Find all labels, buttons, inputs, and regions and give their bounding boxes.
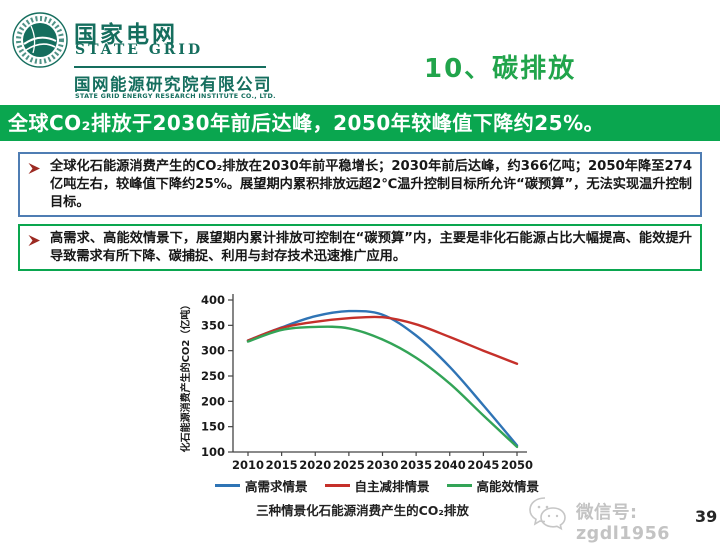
legend-line-swatch: [446, 484, 472, 487]
brand-name-cn: 国家电网: [74, 22, 178, 48]
institute-name-cn: 国网能源研究院有限公司: [74, 75, 272, 94]
svg-text:100: 100: [201, 445, 225, 459]
chart-legend: 高需求情景 自主减排情景 高能效情景: [215, 476, 539, 495]
chart-caption: 三种情景化石能源消费产生的CO₂排放: [256, 503, 469, 518]
legend-line-swatch: [215, 484, 240, 487]
wechat-id-label: 微信号: zgdl1956: [576, 503, 670, 544]
institute-name-en: STATE GRID ENERGY RESEARCH INSTITUTE CO.…: [75, 92, 276, 100]
legend-label: 自主减排情景: [354, 479, 430, 494]
svg-text:2035: 2035: [400, 458, 432, 472]
page-number: 39: [695, 507, 718, 526]
svg-text:2030: 2030: [366, 458, 398, 472]
key-point-text: 全球化石能源消费产生的CO₂排放在2030年前平稳增长；2030年前后达峰，约3…: [50, 159, 692, 210]
key-point-box-2: 高需求、高能效情景下，展望期内累计排放可控制在“碳预算”内，主要是非化石能源占比…: [18, 224, 702, 271]
svg-text:2020: 2020: [299, 458, 331, 472]
svg-text:350: 350: [201, 318, 225, 332]
svg-text:2040: 2040: [434, 458, 466, 472]
svg-text:化石能源消费产生的CO2（亿吨）: 化石能源消费产生的CO2（亿吨）: [179, 300, 192, 453]
svg-text:2015: 2015: [266, 458, 298, 472]
svg-text:2045: 2045: [467, 458, 499, 472]
key-point-text: 高需求、高能效情景下，展望期内累计排放可控制在“碳预算”内，主要是非化石能源占比…: [50, 231, 692, 264]
svg-text:300: 300: [201, 344, 225, 358]
legend-item-autonomous-reduction: 自主减排情景: [324, 476, 430, 495]
svg-text:250: 250: [201, 369, 225, 383]
svg-text:2050: 2050: [501, 458, 533, 472]
state-grid-logo-icon: [12, 12, 68, 68]
page-title: 10、碳排放: [424, 54, 577, 84]
legend-label: 高能效情景: [476, 479, 540, 494]
svg-text:150: 150: [201, 420, 225, 434]
svg-text:2025: 2025: [333, 458, 365, 472]
bullet-arrow-icon: [28, 235, 40, 246]
wechat-icon: [529, 497, 566, 531]
key-point-box-1: 全球化石能源消费产生的CO₂排放在2030年前平稳增长；2030年前后达峰，约3…: [18, 152, 702, 217]
svg-text:200: 200: [201, 394, 225, 408]
legend-item-high-demand: 高需求情景: [215, 476, 308, 495]
headline-banner: 全球CO₂排放于2030年前后达峰，2050年较峰值下降约25%。: [0, 105, 720, 141]
bullet-arrow-icon: [28, 163, 40, 174]
co2-emissions-chart-figure: 100 150 200 250 300 350 400 2010 2015 2020 2025 203…: [175, 286, 550, 526]
legend-label: 高需求情景: [245, 479, 308, 494]
brand-divider: [74, 66, 266, 68]
svg-text:2010: 2010: [232, 458, 264, 472]
legend-item-high-efficiency: 高能效情景: [446, 476, 540, 495]
legend-line-swatch: [324, 484, 350, 487]
brand-name-en: STATE GRID: [75, 42, 204, 58]
svg-text:400: 400: [201, 293, 225, 307]
headline-text: 全球CO₂排放于2030年前后达峰，2050年较峰值下降约25%。: [8, 111, 605, 135]
